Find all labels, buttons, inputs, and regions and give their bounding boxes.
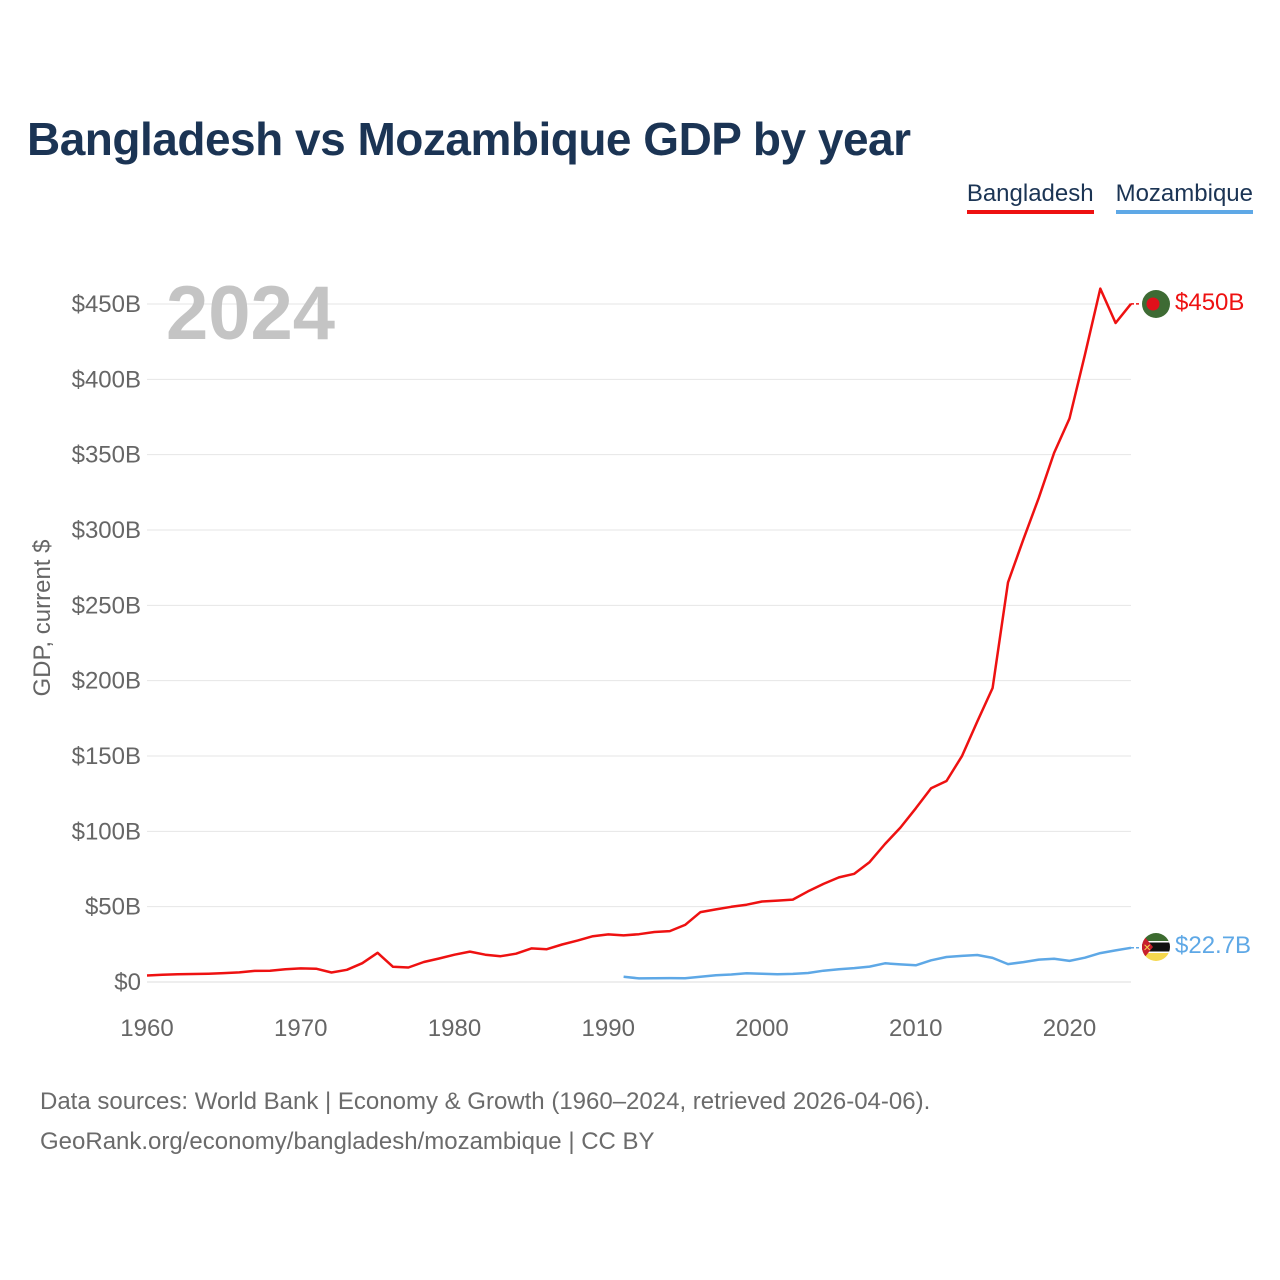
source-line-1[interactable]: Data sources: World Bank | Economy & Gro…	[40, 1088, 931, 1115]
y-tick-label: $150B	[72, 743, 141, 770]
legend: Bangladesh Mozambique	[966, 180, 1253, 214]
x-tick-label: 2020	[1043, 1015, 1096, 1042]
y-tick-label: $350B	[72, 442, 141, 469]
end-labels: $450B $22.7B	[1175, 289, 1251, 959]
y-tick-label: $50B	[85, 894, 141, 921]
axes: $0 $50B $100B $150B $200B $250B $300B $350B $400…	[72, 291, 1097, 1042]
source-line-2[interactable]: GeoRank.org/economy/bangladesh/mozambiqu…	[40, 1128, 655, 1155]
chart-title: Bangladesh vs Mozambique GDP by year	[27, 113, 911, 165]
year-watermark: 2024	[166, 271, 335, 356]
x-tick-label: 1980	[428, 1015, 481, 1042]
y-tick-label: $250B	[72, 592, 141, 619]
y-tick-label: $450B	[72, 291, 141, 318]
x-tick-label: 2010	[889, 1015, 942, 1042]
grid-lines	[147, 303, 1131, 983]
end-label-mozambique: $22.7B	[1175, 932, 1251, 959]
series-line-mozambique[interactable]	[623, 946, 1132, 980]
y-tick-label: $400B	[72, 366, 141, 393]
bangladesh-flag-icon	[1142, 290, 1170, 318]
mozambique-flag-icon: ✕	[1142, 933, 1170, 961]
y-tick-label: $0	[114, 969, 141, 996]
svg-text:✕: ✕	[1143, 943, 1151, 954]
x-tick-label: 1960	[120, 1015, 173, 1042]
legend-item-mozambique[interactable]: Mozambique	[1115, 180, 1253, 214]
y-tick-label: $200B	[72, 668, 141, 695]
y-axis-title: GDP, current $	[29, 540, 56, 697]
x-tick-label: 1970	[274, 1015, 327, 1042]
end-label-bangladesh: $450B	[1175, 289, 1244, 316]
series-line-bangladesh[interactable]	[146, 287, 1132, 977]
y-tick-label: $100B	[72, 818, 141, 845]
data-source-note: Data sources: World Bank | Economy & Gro…	[40, 1082, 930, 1162]
series-lines	[146, 287, 1139, 980]
y-tick-label: $300B	[72, 517, 141, 544]
x-tick-label: 1990	[582, 1015, 635, 1042]
x-tick-label: 2000	[735, 1015, 788, 1042]
legend-item-bangladesh[interactable]: Bangladesh	[966, 180, 1094, 214]
